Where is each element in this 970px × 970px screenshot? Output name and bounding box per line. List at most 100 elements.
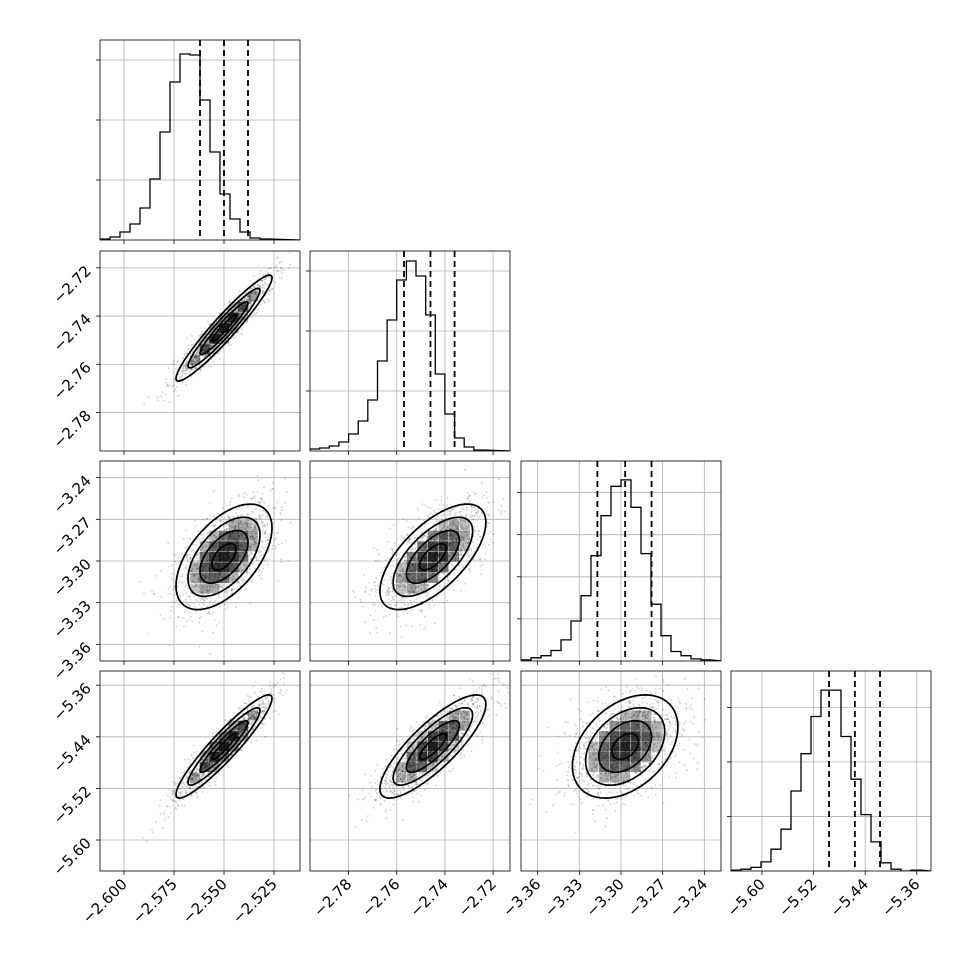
sample-point — [200, 606, 203, 608]
sample-point — [267, 267, 269, 270]
sample-point — [197, 577, 199, 580]
sample-point — [264, 282, 267, 285]
sample-point — [164, 378, 167, 381]
sample-point — [273, 698, 275, 700]
sample-point — [273, 709, 275, 712]
sample-point — [204, 544, 207, 547]
sample-point — [214, 770, 217, 773]
sample-point — [201, 630, 204, 633]
sample-point — [225, 528, 228, 531]
sample-point — [204, 550, 207, 553]
sample-point — [271, 481, 274, 484]
sample-point — [181, 369, 184, 372]
sample-point — [408, 539, 411, 541]
density-cell — [459, 541, 470, 552]
sample-point — [189, 787, 192, 790]
sample-point — [191, 568, 193, 571]
sample-point — [261, 540, 264, 543]
sample-point — [376, 631, 379, 634]
sample-point — [171, 578, 173, 580]
sample-point — [398, 585, 400, 587]
sample-point — [207, 590, 210, 593]
sample-point — [423, 525, 426, 528]
sample-point — [204, 597, 207, 600]
sample-point — [262, 701, 264, 704]
sample-point — [204, 546, 207, 548]
sample-point — [193, 564, 196, 567]
sample-point — [250, 741, 253, 744]
sample-point — [261, 284, 264, 286]
sample-point — [386, 590, 389, 592]
density-cell — [228, 541, 239, 552]
sample-point — [229, 718, 232, 720]
sample-point — [454, 558, 457, 560]
sample-point — [280, 519, 283, 521]
density-cell — [449, 530, 460, 541]
sample-point — [473, 514, 476, 517]
sample-point — [249, 294, 251, 297]
sample-point — [212, 525, 215, 528]
sample-point — [209, 601, 212, 603]
sample-point — [212, 539, 215, 542]
sample-point — [182, 617, 185, 619]
sample-point — [253, 285, 256, 288]
sample-point — [468, 524, 471, 527]
sample-point — [283, 668, 285, 670]
sample-point — [389, 603, 391, 606]
sample-point — [463, 540, 466, 542]
density-cell — [459, 530, 470, 541]
sample-point — [233, 516, 236, 519]
sample-point — [462, 527, 464, 529]
sample-point — [177, 616, 180, 618]
sample-point — [190, 368, 193, 370]
sample-point — [301, 239, 303, 241]
sample-point — [231, 578, 234, 581]
sample-point — [210, 584, 212, 587]
sample-point — [412, 525, 414, 528]
sample-point — [185, 352, 187, 355]
sample-point — [263, 273, 265, 275]
sample-point — [192, 585, 195, 588]
sample-point — [458, 553, 461, 556]
sample-point — [212, 490, 215, 492]
sample-point — [424, 523, 427, 526]
sample-point — [173, 553, 175, 556]
sample-point — [193, 574, 196, 577]
sample-point — [408, 557, 411, 559]
sample-point — [419, 539, 422, 542]
sample-point — [448, 514, 450, 516]
sample-point — [180, 376, 183, 378]
sample-point — [447, 526, 450, 529]
sample-point — [191, 364, 194, 366]
sample-point — [202, 589, 204, 592]
sample-point — [386, 540, 389, 543]
sample-point — [184, 367, 187, 370]
sample-point — [392, 590, 394, 592]
sample-point — [194, 610, 197, 612]
sample-point — [253, 275, 256, 277]
sample-point — [237, 525, 239, 528]
sample-point — [261, 540, 263, 543]
sample-point — [234, 526, 237, 528]
sample-point — [253, 296, 256, 299]
sample-point — [274, 281, 277, 284]
sample-point — [171, 573, 174, 575]
sample-point — [219, 605, 221, 608]
sample-point — [423, 583, 426, 585]
sample-point — [412, 591, 415, 594]
sample-point — [215, 624, 218, 627]
sample-point — [195, 568, 198, 571]
sample-point — [259, 270, 262, 273]
sample-point — [189, 790, 192, 793]
sample-point — [195, 356, 198, 358]
sample-point — [407, 540, 410, 543]
sample-point — [196, 774, 199, 777]
sample-point — [206, 589, 209, 592]
sample-point — [194, 368, 196, 370]
sample-point — [402, 567, 404, 570]
sample-point — [255, 556, 258, 558]
sample-point — [198, 590, 201, 593]
sample-point — [251, 295, 254, 297]
sample-point — [269, 489, 271, 492]
density-cell — [219, 551, 229, 562]
